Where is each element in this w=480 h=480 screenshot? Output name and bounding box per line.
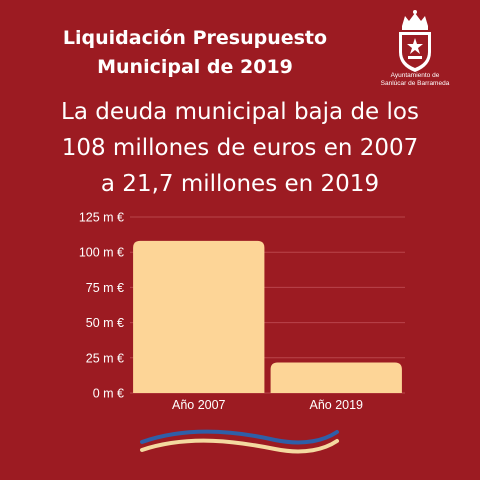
y-axis-ticks: 0 m € 25 m € 50 m € 75 m € 100 m € 125 m €: [79, 211, 124, 401]
coat-of-arms-logo: [399, 10, 431, 72]
y-tick-label: 75 m €: [86, 281, 124, 295]
y-tick-label: 125 m €: [79, 211, 124, 225]
y-tick-label: 0 m €: [93, 387, 124, 401]
page-title: Liquidación Presupuesto Municipal de 201…: [40, 24, 350, 82]
page-title-line-1: Liquidación Presupuesto: [62, 27, 328, 49]
y-tick-label: 25 m €: [86, 351, 124, 365]
bar-1: [133, 240, 265, 393]
y-tick-label: 50 m €: [86, 316, 124, 330]
wave-decoration: [140, 429, 339, 454]
chart-bars: [133, 240, 402, 393]
bar-2: [270, 362, 402, 393]
page-title-line-2: Municipal de 2019: [97, 56, 293, 78]
logo-caption-line-2: Sanlúcar de Barrameda: [380, 80, 450, 87]
y-tick-label: 100 m €: [79, 246, 124, 260]
headline-line-1: La deuda municipal baja de los: [61, 99, 419, 125]
headline-line-2: 108 millones de euros en 2007: [61, 135, 419, 161]
x-tick-label: Año 2007: [172, 398, 226, 412]
headline: La deuda municipal baja de los 108 millo…: [30, 94, 450, 202]
headline-line-3: a 21,7 millones en 2019: [100, 171, 380, 197]
x-tick-label: Año 2019: [309, 398, 363, 412]
logo-caption-line-1: Ayuntamiento de: [390, 72, 440, 79]
logo-caption: Ayuntamiento de Sanlúcar de Barrameda: [366, 72, 464, 88]
x-axis-ticks: Año 2007 Año 2019: [172, 398, 363, 412]
shield-icon: [399, 32, 431, 72]
crown-icon: [402, 10, 428, 30]
